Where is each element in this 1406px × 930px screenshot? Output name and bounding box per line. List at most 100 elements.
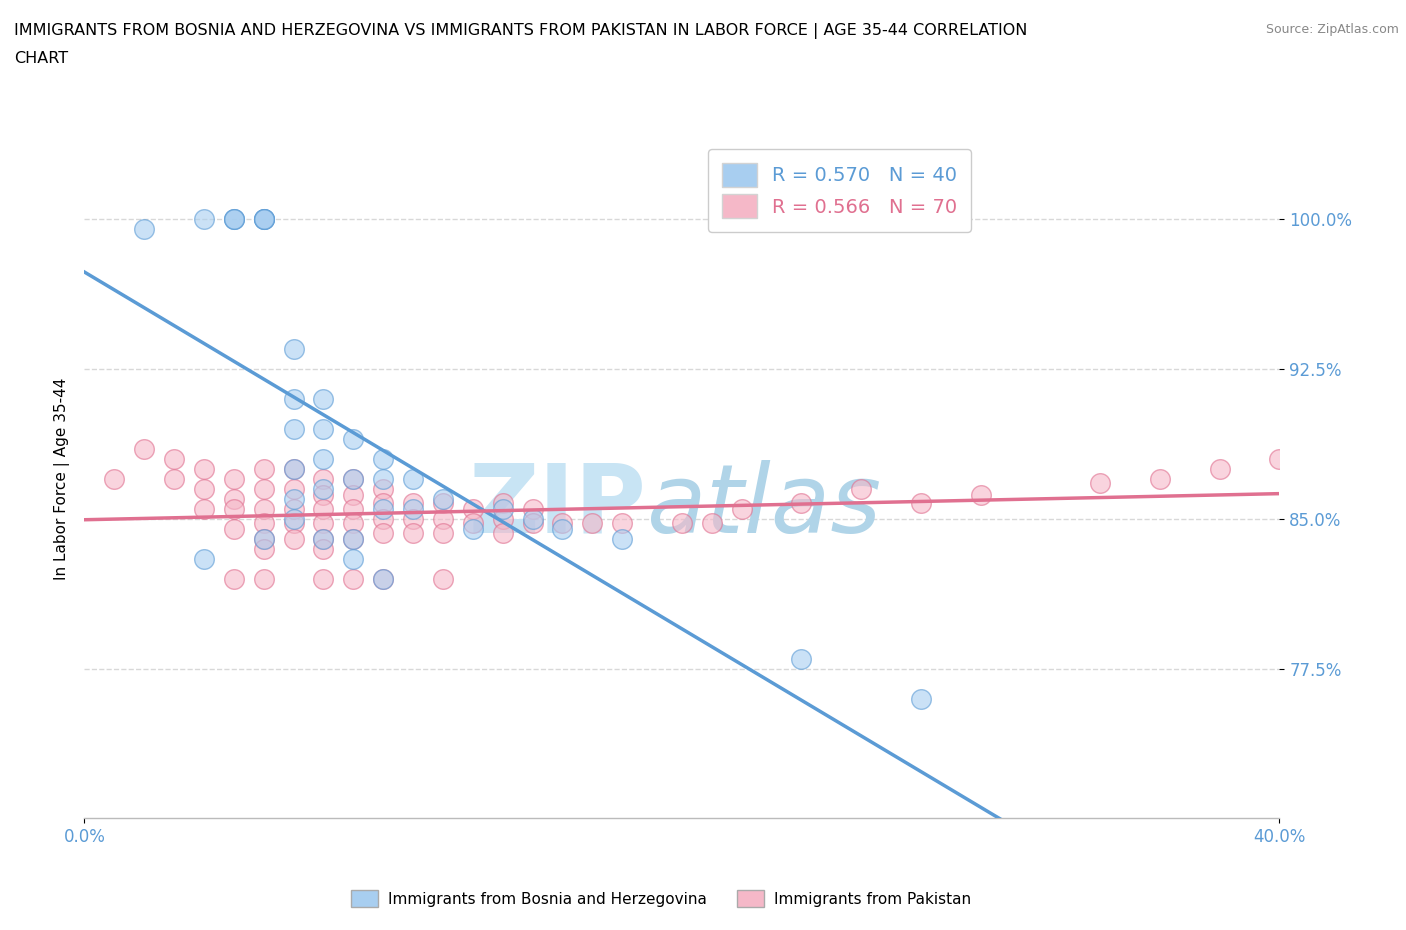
Point [432,525,454,540]
Point [283,461,305,476]
Text: IMMIGRANTS FROM BOSNIA AND HERZEGOVINA VS IMMIGRANTS FROM PAKISTAN IN LABOR FORC: IMMIGRANTS FROM BOSNIA AND HERZEGOVINA V… [14,23,1028,39]
Point [492,496,515,511]
Point [1090,475,1112,490]
Point [283,482,305,497]
Point [253,212,276,227]
Point [132,222,156,237]
Point [551,522,574,537]
Point [461,522,484,537]
Point [790,651,813,666]
Point [222,212,245,227]
Point [312,452,335,467]
Point [461,515,484,530]
Point [522,512,544,526]
Point [283,421,305,436]
Point [253,461,276,476]
Point [373,482,395,497]
Point [402,496,425,511]
Point [342,531,364,546]
Point [342,472,364,486]
Point [970,487,993,502]
Point [402,525,425,540]
Point [132,442,156,457]
Point [790,496,813,511]
Point [342,472,364,486]
Point [312,541,335,556]
Point [432,491,454,506]
Point [253,571,276,586]
Point [402,501,425,516]
Point [432,512,454,526]
Point [492,525,515,540]
Point [342,487,364,502]
Point [193,501,215,516]
Point [253,212,276,227]
Point [1209,461,1232,476]
Legend: R = 0.570   N = 40, R = 0.566   N = 70: R = 0.570 N = 40, R = 0.566 N = 70 [709,149,972,232]
Point [373,472,395,486]
Point [222,212,245,227]
Point [283,392,305,406]
Point [432,496,454,511]
Point [312,472,335,486]
Point [522,515,544,530]
Point [283,515,305,530]
Point [373,571,395,586]
Point [222,472,245,486]
Point [253,212,276,227]
Point [222,522,245,537]
Legend: Immigrants from Bosnia and Herzegovina, Immigrants from Pakistan: Immigrants from Bosnia and Herzegovina, … [344,884,977,913]
Point [342,531,364,546]
Point [373,501,395,516]
Point [193,461,215,476]
Point [1149,472,1171,486]
Point [461,501,484,516]
Point [342,501,364,516]
Point [312,487,335,502]
Point [402,512,425,526]
Point [312,482,335,497]
Point [522,501,544,516]
Point [253,212,276,227]
Point [312,501,335,516]
Point [342,515,364,530]
Point [283,461,305,476]
Point [373,571,395,586]
Point [402,472,425,486]
Point [222,212,245,227]
Point [253,501,276,516]
Text: atlas: atlas [647,459,882,552]
Point [253,482,276,497]
Point [373,512,395,526]
Point [163,472,186,486]
Point [312,515,335,530]
Point [910,691,932,706]
Point [283,501,305,516]
Point [103,472,125,486]
Point [253,515,276,530]
Point [342,571,364,586]
Point [671,515,693,530]
Point [283,512,305,526]
Point [581,515,603,530]
Point [373,525,395,540]
Point [312,531,335,546]
Point [492,501,515,516]
Text: CHART: CHART [14,51,67,66]
Point [342,432,364,446]
Point [283,531,305,546]
Point [551,515,574,530]
Point [193,212,215,227]
Point [312,392,335,406]
Point [373,452,395,467]
Point [492,512,515,526]
Point [312,421,335,436]
Point [342,551,364,566]
Point [373,496,395,511]
Point [312,571,335,586]
Point [283,491,305,506]
Y-axis label: In Labor Force | Age 35-44: In Labor Force | Age 35-44 [55,378,70,580]
Point [283,341,305,356]
Text: Source: ZipAtlas.com: Source: ZipAtlas.com [1265,23,1399,36]
Point [612,531,634,546]
